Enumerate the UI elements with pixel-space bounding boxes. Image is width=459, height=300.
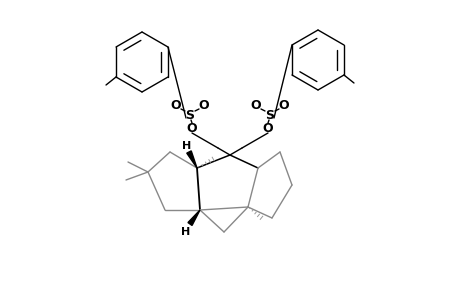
Text: S: S xyxy=(265,109,274,122)
Text: O: O xyxy=(278,98,289,112)
Polygon shape xyxy=(186,151,196,168)
Text: O: O xyxy=(198,98,209,112)
Text: O: O xyxy=(250,98,261,112)
Text: H: H xyxy=(181,227,190,237)
Text: S: S xyxy=(185,109,194,122)
Text: H: H xyxy=(182,141,191,151)
Text: O: O xyxy=(262,122,273,134)
Text: O: O xyxy=(186,122,197,134)
Polygon shape xyxy=(188,210,200,226)
Text: O: O xyxy=(170,98,181,112)
